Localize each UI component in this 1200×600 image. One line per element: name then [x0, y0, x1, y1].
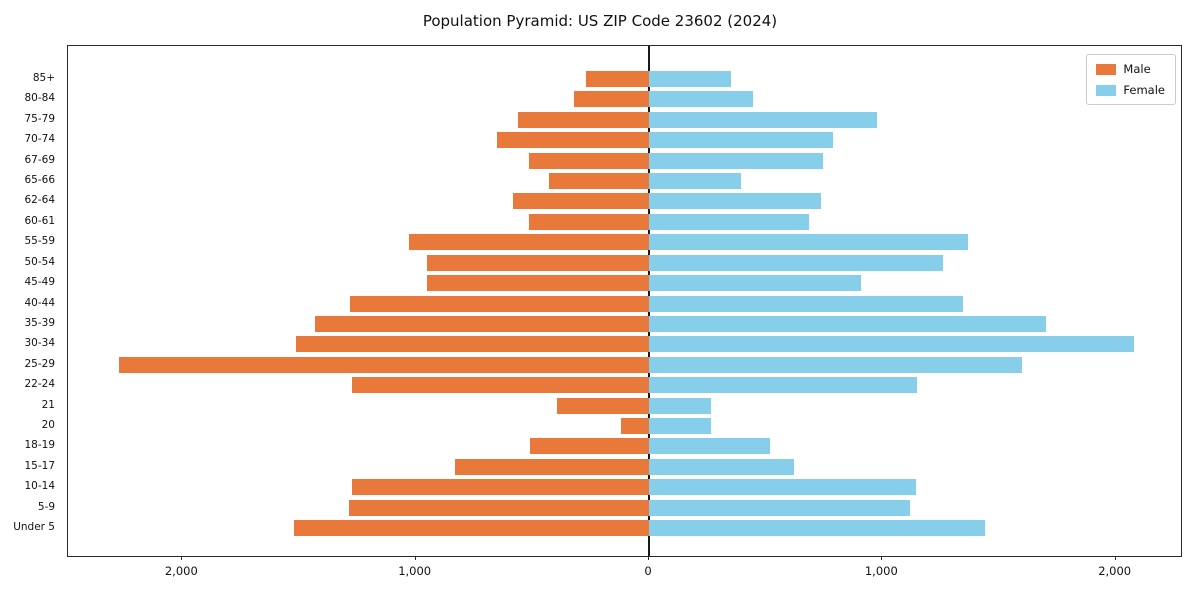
female-bar-62-64 — [649, 193, 821, 210]
male-bar-75-79 — [518, 111, 649, 128]
female-bar-40-44 — [649, 295, 963, 312]
male-bar-50-54 — [427, 254, 649, 271]
y-axis-label-85+: 85+ — [32, 72, 55, 84]
legend-item-female: Female — [1096, 83, 1165, 97]
legend-item-male: Male — [1096, 62, 1165, 76]
female-bar-45-49 — [649, 275, 862, 292]
female-bar-50-54 — [649, 254, 943, 271]
male-bar-30-34 — [295, 336, 649, 353]
male-bar-20 — [621, 417, 649, 434]
x-tick-mark — [181, 556, 183, 560]
y-axis-label-35-39: 35-39 — [24, 316, 55, 329]
female-bar-30-34 — [649, 336, 1135, 353]
female-bar-75-79 — [649, 111, 877, 128]
male-bar-80-84 — [574, 91, 649, 108]
y-axis-label-15-17: 15-17 — [24, 459, 55, 472]
male-legend-label: Male — [1123, 62, 1151, 76]
female-bar-under-5 — [649, 520, 985, 536]
male-bar-70-74 — [497, 132, 649, 149]
y-axis-label-80-84: 80-84 — [24, 92, 55, 105]
female-legend-label: Female — [1123, 83, 1165, 97]
chart-title: Population Pyramid: US ZIP Code 23602 (2… — [422, 12, 778, 30]
female-bar-10-14 — [649, 479, 917, 496]
female-bar-25-29 — [649, 356, 1023, 373]
male-bar-62-64 — [512, 193, 649, 210]
x-tick-label: 0 — [644, 564, 652, 578]
x-tick-label: 2,000 — [1098, 564, 1132, 578]
y-axis-label-40-44: 40-44 — [24, 296, 55, 309]
female-bar-70-74 — [649, 132, 834, 149]
female-bar-55-59 — [649, 234, 968, 251]
x-tick-mark — [648, 556, 649, 560]
y-axis-label-5-9: 5-9 — [37, 500, 55, 513]
male-bar-5-9 — [349, 499, 649, 516]
y-axis-label-67-69: 67-69 — [24, 153, 55, 166]
plot-area: Male Female — [67, 45, 1182, 557]
male-bar-under-5 — [294, 520, 649, 536]
male-bar-65-66 — [548, 173, 649, 190]
female-bar-85+ — [649, 71, 731, 87]
male-bar-18-19 — [530, 438, 649, 455]
female-legend-swatch — [1096, 84, 1117, 96]
male-legend-swatch — [1096, 63, 1117, 75]
male-bar-10-14 — [351, 479, 649, 496]
y-axis-label-20: 20 — [41, 418, 55, 431]
female-bar-60-61 — [649, 213, 809, 230]
male-bar-55-59 — [408, 234, 649, 251]
male-bar-25-29 — [119, 356, 649, 373]
y-axis-label-70-74: 70-74 — [24, 133, 55, 146]
x-axis: 2,000 1,000 0 1,000 2,000 — [67, 556, 1180, 586]
female-bar-67-69 — [649, 152, 823, 169]
y-axis-label-55-59: 55-59 — [24, 235, 55, 248]
x-tick-mark — [881, 556, 883, 560]
y-axis-label-10-14: 10-14 — [24, 480, 55, 493]
male-bar-40-44 — [350, 295, 649, 312]
female-bar-21 — [649, 397, 711, 414]
legend: Male Female — [1086, 54, 1176, 105]
y-axis-label-75-79: 75-79 — [24, 112, 55, 125]
y-axis-labels: 85+ 80-84 75-79 70-74 67-69 65-66 62-64 60-61 55… — [0, 45, 60, 555]
female-bar-65-66 — [649, 173, 742, 190]
female-bar-22-24 — [649, 377, 918, 394]
x-tick-label: 1,000 — [864, 564, 898, 578]
male-bar-60-61 — [528, 213, 649, 230]
male-bar-85+ — [586, 71, 649, 87]
y-axis-label-25-29: 25-29 — [24, 357, 55, 370]
female-bar-35-39 — [649, 315, 1046, 332]
male-bar-15-17 — [455, 458, 649, 475]
female-bar-18-19 — [649, 438, 771, 455]
x-tick-label: 2,000 — [164, 564, 198, 578]
x-tick-mark — [414, 556, 416, 560]
y-axis-label-60-61: 60-61 — [24, 214, 55, 227]
female-bar-5-9 — [649, 499, 911, 516]
y-axis-label-45-49: 45-49 — [24, 276, 55, 289]
male-bar-45-49 — [427, 275, 649, 292]
y-axis-label-22-24: 22-24 — [24, 378, 55, 391]
y-axis-label-21: 21 — [41, 398, 55, 411]
y-axis-label-65-66: 65-66 — [24, 174, 55, 187]
female-bar-80-84 — [649, 91, 753, 108]
male-bar-35-39 — [315, 315, 649, 332]
male-bar-67-69 — [528, 152, 649, 169]
y-axis-label-50-54: 50-54 — [24, 255, 55, 268]
male-bar-22-24 — [351, 377, 649, 394]
y-axis-label-62-64: 62-64 — [24, 194, 55, 207]
y-axis-label-18-19: 18-19 — [24, 439, 55, 452]
x-tick-mark — [1114, 556, 1116, 560]
male-bar-21 — [556, 397, 649, 414]
y-axis-label-under-5: Under 5 — [13, 521, 55, 533]
female-bar-20 — [649, 417, 711, 434]
female-bar-15-17 — [649, 458, 794, 475]
x-tick-label: 1,000 — [398, 564, 432, 578]
y-axis-label-30-34: 30-34 — [24, 337, 55, 350]
